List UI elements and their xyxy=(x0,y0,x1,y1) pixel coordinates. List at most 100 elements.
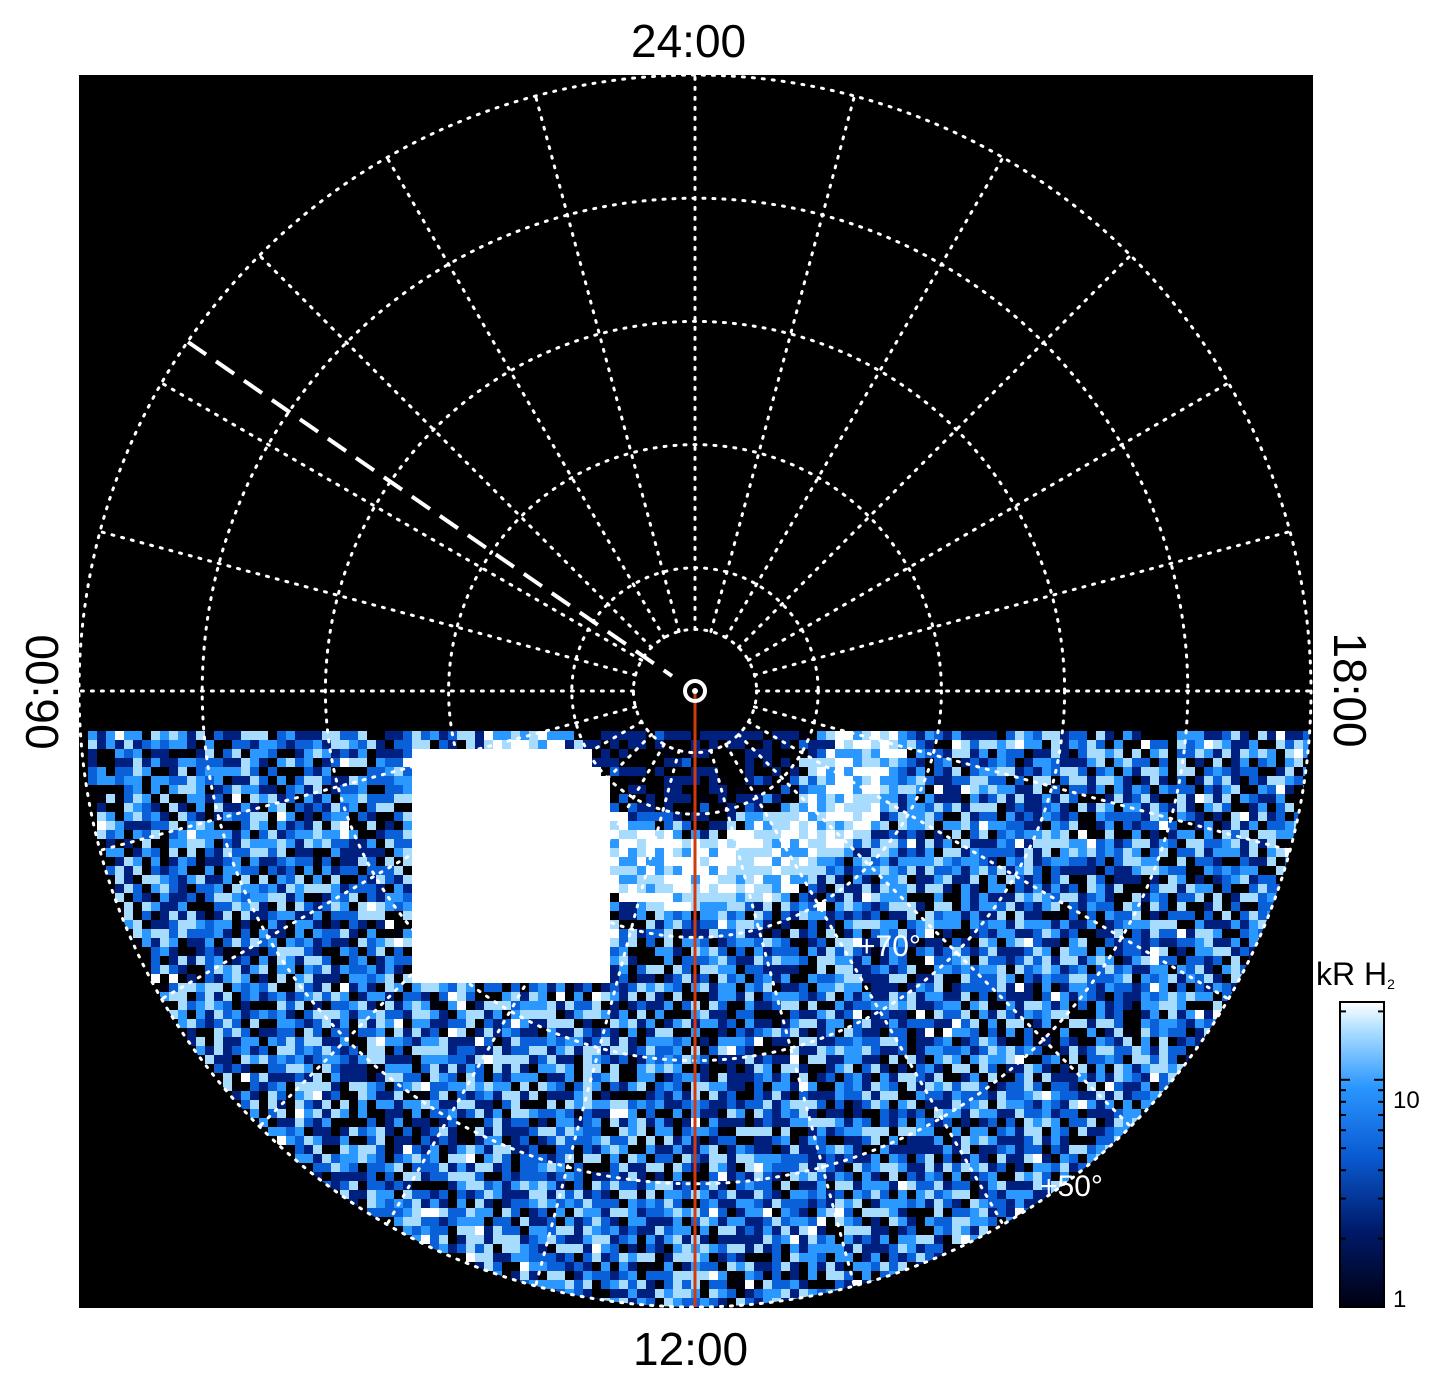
emission-pixel xyxy=(493,812,502,821)
emission-pixel xyxy=(349,776,358,785)
emission-pixel xyxy=(871,821,880,830)
emission-pixel xyxy=(1222,803,1231,812)
emission-pixel xyxy=(745,920,754,929)
emission-pixel xyxy=(745,848,754,857)
emission-pixel xyxy=(835,767,844,776)
emission-pixel xyxy=(655,1055,664,1064)
emission-pixel xyxy=(529,1073,538,1082)
emission-pixel xyxy=(1231,848,1240,857)
emission-pixel xyxy=(628,938,637,947)
emission-pixel xyxy=(574,866,583,875)
emission-pixel xyxy=(961,785,970,794)
emission-pixel xyxy=(349,857,358,866)
emission-pixel xyxy=(907,794,916,803)
emission-pixel xyxy=(916,1028,925,1037)
emission-pixel xyxy=(925,812,934,821)
emission-pixel xyxy=(817,1136,826,1145)
emission-pixel xyxy=(511,974,520,983)
emission-pixel xyxy=(124,785,133,794)
emission-pixel xyxy=(934,1100,943,1109)
emission-pixel xyxy=(268,1082,277,1091)
emission-pixel xyxy=(880,947,889,956)
emission-pixel xyxy=(340,758,349,767)
emission-pixel xyxy=(574,857,583,866)
emission-pixel xyxy=(232,767,241,776)
emission-pixel xyxy=(349,956,358,965)
emission-pixel xyxy=(826,1037,835,1046)
emission-pixel xyxy=(322,983,331,992)
emission-pixel xyxy=(340,1064,349,1073)
emission-pixel xyxy=(529,1001,538,1010)
emission-pixel xyxy=(448,830,457,839)
emission-pixel xyxy=(610,992,619,1001)
emission-pixel xyxy=(259,839,268,848)
emission-pixel xyxy=(160,794,169,803)
emission-pixel xyxy=(646,839,655,848)
emission-pixel xyxy=(1204,866,1213,875)
emission-pixel xyxy=(367,821,376,830)
emission-pixel xyxy=(1159,785,1168,794)
emission-pixel xyxy=(880,938,889,947)
emission-pixel xyxy=(268,947,277,956)
emission-pixel xyxy=(286,893,295,902)
emission-pixel xyxy=(1006,794,1015,803)
emission-pixel xyxy=(214,947,223,956)
emission-pixel xyxy=(250,1046,259,1055)
emission-pixel xyxy=(610,1073,619,1082)
emission-pixel xyxy=(214,965,223,974)
emission-pixel xyxy=(196,983,205,992)
emission-pixel xyxy=(961,974,970,983)
emission-pixel xyxy=(340,866,349,875)
emission-pixel xyxy=(1015,1073,1024,1082)
emission-pixel xyxy=(1060,893,1069,902)
emission-pixel xyxy=(592,884,601,893)
emission-pixel xyxy=(718,1001,727,1010)
emission-pixel xyxy=(448,749,457,758)
emission-pixel xyxy=(376,938,385,947)
emission-pixel xyxy=(394,839,403,848)
emission-pixel xyxy=(1132,866,1141,875)
emission-pixel xyxy=(511,794,520,803)
emission-pixel xyxy=(1186,1037,1195,1046)
emission-pixel xyxy=(952,1010,961,1019)
emission-pixel xyxy=(871,1064,880,1073)
emission-pixel xyxy=(862,839,871,848)
emission-pixel xyxy=(835,938,844,947)
emission-pixel xyxy=(592,911,601,920)
emission-pixel xyxy=(151,875,160,884)
emission-pixel xyxy=(1078,1019,1087,1028)
emission-pixel xyxy=(385,803,394,812)
emission-pixel xyxy=(898,1037,907,1046)
emission-pixel xyxy=(916,947,925,956)
emission-pixel xyxy=(475,1055,484,1064)
emission-pixel xyxy=(655,1010,664,1019)
emission-pixel xyxy=(313,947,322,956)
emission-pixel xyxy=(385,965,394,974)
emission-pixel xyxy=(358,848,367,857)
emission-pixel xyxy=(817,821,826,830)
emission-pixel xyxy=(223,1010,232,1019)
emission-pixel xyxy=(511,776,520,785)
emission-pixel xyxy=(97,821,106,830)
emission-pixel xyxy=(1024,1118,1033,1127)
emission-pixel xyxy=(214,911,223,920)
emission-pixel xyxy=(1096,1046,1105,1055)
emission-pixel xyxy=(1015,830,1024,839)
emission-pixel xyxy=(277,1001,286,1010)
emission-pixel xyxy=(295,830,304,839)
emission-pixel xyxy=(592,821,601,830)
emission-pixel xyxy=(1096,740,1105,749)
emission-pixel xyxy=(1069,731,1078,740)
emission-pixel xyxy=(736,956,745,965)
emission-pixel xyxy=(367,1082,376,1091)
emission-pixel xyxy=(1231,731,1240,740)
emission-pixel xyxy=(1204,938,1213,947)
emission-pixel xyxy=(502,965,511,974)
emission-pixel xyxy=(430,812,439,821)
emission-pixel xyxy=(1096,785,1105,794)
emission-pixel xyxy=(871,794,880,803)
emission-pixel xyxy=(853,758,862,767)
emission-pixel xyxy=(592,875,601,884)
emission-pixel xyxy=(637,1055,646,1064)
emission-pixel xyxy=(385,1100,394,1109)
